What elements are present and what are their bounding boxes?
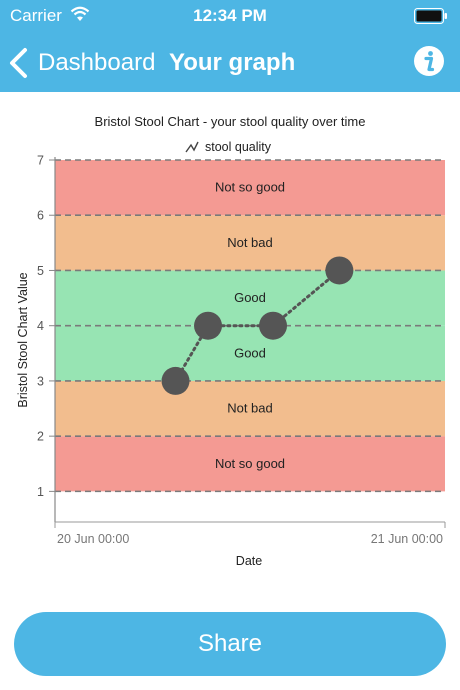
zone-band: [55, 160, 445, 216]
y-tick-label: 7: [37, 154, 44, 168]
zone-label: Not so good: [215, 456, 285, 471]
battery-icon: [414, 8, 447, 24]
stool-chart: Bristol Stool Chart - your stool quality…: [16, 114, 446, 568]
y-tick-label: 5: [37, 264, 44, 278]
zone-label: Not bad: [227, 401, 273, 416]
zone-label: Good: [234, 345, 266, 360]
status-bar: Carrier 12:34 PM: [0, 0, 460, 34]
zone-label: Not so good: [215, 180, 285, 195]
chart-container: Bristol Stool Chart - your stool quality…: [0, 92, 460, 592]
carrier-label: Carrier: [10, 6, 62, 25]
zone-band: [55, 270, 445, 326]
y-tick-label: 4: [37, 319, 44, 333]
data-point: [161, 366, 190, 395]
legend-label: stool quality: [205, 140, 272, 154]
back-button[interactable]: Dashboard: [8, 46, 155, 80]
zone-label: Good: [234, 290, 266, 305]
share-button[interactable]: Share: [14, 612, 446, 676]
chevron-left-icon: [10, 48, 27, 78]
status-time: 12:34 PM: [193, 6, 267, 25]
x-axis-title: Date: [236, 554, 262, 568]
zone-band: [55, 325, 445, 381]
zone-band: [55, 215, 445, 271]
y-axis-title: Bristol Stool Chart Value: [16, 272, 30, 407]
y-tick-label: 6: [37, 209, 44, 223]
x-tick-label: 21 Jun 00:00: [371, 532, 443, 546]
series-line: [174, 268, 341, 383]
y-tick-label: 2: [37, 430, 44, 444]
nav-bar: Dashboard Your graph: [0, 34, 460, 92]
data-point: [325, 256, 354, 285]
legend-line-icon: [185, 141, 199, 153]
y-tick-label: 3: [37, 374, 44, 388]
zone-band: [55, 380, 445, 437]
x-tick-label: 20 Jun 00:00: [57, 532, 129, 546]
data-point: [194, 311, 223, 340]
zone-band: [55, 436, 445, 492]
y-tick-label: 1: [37, 485, 44, 499]
chart-title: Bristol Stool Chart - your stool quality…: [95, 114, 366, 129]
zone-label: Not bad: [227, 235, 273, 250]
back-label: Dashboard: [38, 49, 156, 76]
wifi-icon: [70, 6, 90, 21]
data-point: [259, 311, 288, 340]
page-title: Your graph: [169, 49, 296, 76]
info-icon[interactable]: [412, 44, 446, 78]
